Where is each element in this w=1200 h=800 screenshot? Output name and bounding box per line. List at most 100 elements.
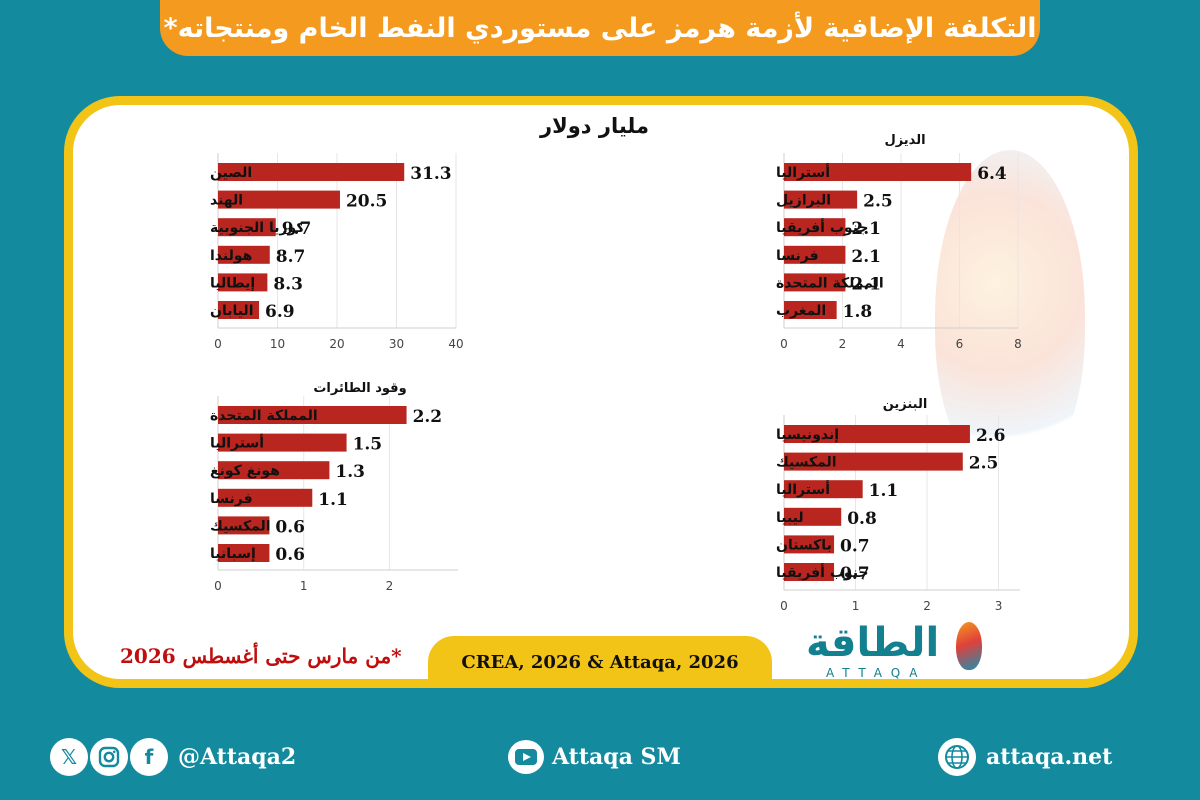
category-label: أستراليا xyxy=(210,434,264,452)
tick-label: 30 xyxy=(389,337,404,351)
category-label: الهند xyxy=(210,193,243,209)
category-label: المغرب xyxy=(776,303,826,319)
data-label: 2.5 xyxy=(969,454,999,474)
x-icon[interactable]: 𝕏 xyxy=(50,738,88,776)
category-label: المكسيك xyxy=(210,518,271,534)
category-label: إندونيسيا xyxy=(776,427,839,443)
data-label: 1.3 xyxy=(335,462,365,482)
source-label: CREA, 2026 & Attaqa, 2026 xyxy=(428,636,772,688)
tick-label: 8 xyxy=(1014,337,1022,351)
category-label: أستراليا xyxy=(776,480,830,498)
bar xyxy=(218,218,276,237)
bar xyxy=(218,301,260,319)
website-link[interactable]: attaqa.net xyxy=(986,744,1113,770)
tick-label: 2 xyxy=(839,337,847,351)
data-label: 8.7 xyxy=(276,247,306,267)
bar xyxy=(218,488,313,507)
globe-icon[interactable] xyxy=(938,738,976,776)
category-label: فرنسا xyxy=(210,491,253,507)
data-label: 2.5 xyxy=(863,192,893,212)
tick-label: 4 xyxy=(897,337,905,351)
bar xyxy=(218,190,340,209)
category-label: أستراليا xyxy=(776,163,830,181)
chart-title: البنزين xyxy=(883,397,928,412)
bar xyxy=(218,273,268,292)
tick-label: 6 xyxy=(956,337,964,351)
category-label: الصين xyxy=(210,165,252,181)
data-label: 6.9 xyxy=(265,302,295,322)
tick-label: 1 xyxy=(300,579,308,593)
bar xyxy=(218,245,270,264)
data-label: 1.5 xyxy=(353,435,383,455)
data-label: 0.6 xyxy=(275,517,305,537)
unit-title: مليار دولار xyxy=(540,114,649,138)
bar xyxy=(784,218,846,237)
bar xyxy=(784,163,972,181)
bar xyxy=(784,563,835,581)
tick-label: 1 xyxy=(852,599,860,613)
logo-drop-icon xyxy=(956,622,982,670)
youtube-icon[interactable] xyxy=(508,740,544,774)
tick-label: 2 xyxy=(923,599,931,613)
data-label: 2.1 xyxy=(851,247,881,267)
youtube-handle[interactable]: Attaqa SM xyxy=(552,744,681,770)
tick-label: 40 xyxy=(448,337,463,351)
category-label: كوريا الجنوبية xyxy=(210,220,305,236)
category-label: المملكة المتحدة xyxy=(210,408,318,424)
data-label: 0.7 xyxy=(840,564,870,584)
data-label: 2.1 xyxy=(851,274,881,294)
data-label: 2.6 xyxy=(976,426,1006,446)
social-handle[interactable]: @Attaqa2 xyxy=(178,744,297,770)
category-label: إسبانيا xyxy=(210,546,256,562)
tick-label: 10 xyxy=(270,337,285,351)
category-label: جنوب أفريقيا xyxy=(776,563,869,581)
chart-title: الديزل xyxy=(884,133,925,148)
bar xyxy=(784,425,970,443)
bar xyxy=(218,406,407,424)
period-note: *من مارس حتى أغسطس 2026 xyxy=(120,644,402,668)
category-label: اليابان xyxy=(210,303,254,319)
data-label: 2.2 xyxy=(413,407,443,427)
category-label: جنوب أفريقيا xyxy=(776,218,869,236)
category-label: ليبيا xyxy=(776,510,804,526)
bar xyxy=(784,273,846,292)
facebook-icon[interactable]: f xyxy=(130,738,168,776)
category-label: المكسيك xyxy=(776,455,837,471)
logo-latin: ATTAQA xyxy=(826,666,927,680)
bar xyxy=(784,245,846,264)
data-label: 0.6 xyxy=(275,545,305,565)
category-label: فرنسا xyxy=(776,248,819,264)
tick-label: 0 xyxy=(780,337,788,351)
data-label: 1.1 xyxy=(869,481,899,501)
category-label: هولندا xyxy=(210,248,252,264)
tick-label: 2 xyxy=(386,579,394,593)
category-label: المملكة المتحدة xyxy=(776,275,884,291)
chart-title: وقود الطائرات xyxy=(313,381,406,396)
data-label: 9.7 xyxy=(282,219,312,239)
attaqa-logo: الطاقة ATTAQA xyxy=(806,620,986,690)
bar xyxy=(218,461,330,480)
page-title: التكلفة الإضافية لأزمة هرمز على مستوردي … xyxy=(163,12,1037,44)
data-label: 6.4 xyxy=(977,164,1007,184)
category-label: إيطاليا xyxy=(210,275,255,291)
data-label: 1.8 xyxy=(843,302,873,322)
bar xyxy=(218,544,270,562)
tick-label: 3 xyxy=(995,599,1003,613)
tick-label: 0 xyxy=(780,599,788,613)
bar xyxy=(784,452,963,471)
logo-arabic: الطاقة xyxy=(806,620,940,666)
title-banner: التكلفة الإضافية لأزمة هرمز على مستوردي … xyxy=(160,0,1040,56)
bar xyxy=(218,516,270,535)
data-label: 1.1 xyxy=(318,490,348,510)
data-label: 2.1 xyxy=(851,219,881,239)
data-label: 31.3 xyxy=(410,164,451,184)
tick-label: 0 xyxy=(214,579,222,593)
instagram-icon[interactable] xyxy=(90,738,128,776)
data-label: 0.7 xyxy=(840,536,870,556)
bar xyxy=(784,190,858,209)
bar xyxy=(218,163,405,181)
tick-label: 0 xyxy=(214,337,222,351)
category-label: البرازيل xyxy=(776,193,831,209)
bar xyxy=(784,480,863,499)
